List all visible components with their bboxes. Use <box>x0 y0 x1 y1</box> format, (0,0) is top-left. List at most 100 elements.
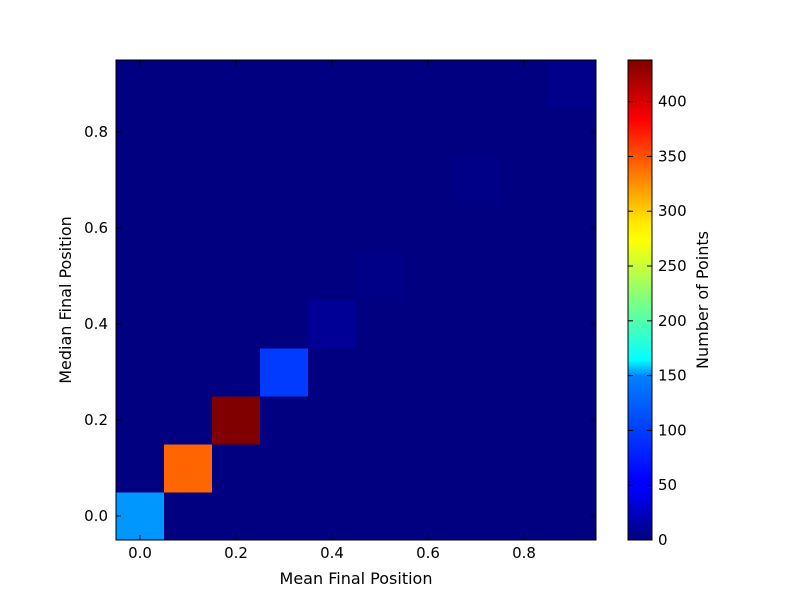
colorbar-tick-label: 400 <box>658 93 687 111</box>
heatmap-cell <box>452 204 501 253</box>
heatmap-cell <box>548 396 597 445</box>
heatmap-cell <box>548 252 597 301</box>
heatmap-cell <box>452 300 501 349</box>
heatmap-cell <box>164 396 213 445</box>
colorbar-tick-label: 200 <box>658 312 687 330</box>
x-axis-ticks: 0.0 0.2 0.4 0.6 0.8 <box>128 60 536 562</box>
colorbar-tick-label: 350 <box>658 147 687 165</box>
heatmap-cell <box>212 300 261 349</box>
heatmap-cell <box>500 492 549 541</box>
heatmap-cell <box>260 108 309 157</box>
x-tick-label: 0.4 <box>320 544 344 562</box>
heatmap-cell <box>548 156 597 205</box>
y-tick-label: 0.2 <box>84 411 108 429</box>
heatmap-cell <box>260 348 309 397</box>
heatmap-cell <box>116 156 165 205</box>
heatmap-cell <box>452 492 501 541</box>
colorbar-ticks: 0 50 100 150 200 250 300 350 400 <box>628 93 687 549</box>
heatmap-cell <box>164 108 213 157</box>
heatmap-cell <box>404 60 453 109</box>
x-tick-label: 0.2 <box>224 544 248 562</box>
heatmap-cell <box>356 60 405 109</box>
colorbar-tick-label: 250 <box>658 257 687 275</box>
heatmap-cell <box>116 252 165 301</box>
heatmap-cell <box>404 156 453 205</box>
heatmap-cell <box>164 492 213 541</box>
heatmap-cell <box>452 444 501 493</box>
heatmap-cell <box>500 60 549 109</box>
heatmap-cell <box>260 156 309 205</box>
heatmap-cell <box>404 396 453 445</box>
heatmap-cell <box>116 492 165 541</box>
heatmap-cell <box>260 492 309 541</box>
heatmap-cell <box>260 204 309 253</box>
plot-frame <box>115 59 597 541</box>
colorbar-tick-label: 150 <box>658 367 687 385</box>
heatmap-cell <box>500 252 549 301</box>
heatmap-cell <box>356 252 405 301</box>
heatmap-cell <box>164 60 213 109</box>
y-axis-label: Median Final Position <box>56 216 75 384</box>
heatmap-cell <box>308 348 357 397</box>
heatmap-cell <box>356 348 405 397</box>
colorbar <box>627 59 653 541</box>
heatmap-cell <box>548 108 597 157</box>
heatmap-cell <box>212 252 261 301</box>
heatmap-cell <box>212 396 261 445</box>
heatmap-cell <box>164 444 213 493</box>
heatmap-cell <box>164 252 213 301</box>
heatmap-cell <box>356 492 405 541</box>
heatmap-cells <box>116 60 597 541</box>
y-tick-label: 0.6 <box>84 219 108 237</box>
heatmap-cell <box>548 348 597 397</box>
colorbar-tick-label: 0 <box>658 531 668 549</box>
heatmap-cell <box>404 348 453 397</box>
x-tick-label: 0.8 <box>512 544 536 562</box>
heatmap-cell <box>500 156 549 205</box>
x-tick-label: 0.6 <box>416 544 440 562</box>
heatmap-cell <box>308 204 357 253</box>
x-tick-label: 0.0 <box>128 544 152 562</box>
colorbar-tick-label: 50 <box>658 476 677 494</box>
heatmap-cell <box>356 300 405 349</box>
heatmap-cell <box>356 156 405 205</box>
heatmap-cell <box>548 204 597 253</box>
heatmap-cell <box>212 108 261 157</box>
heatmap-cell <box>308 252 357 301</box>
heatmap-cell <box>260 300 309 349</box>
heatmap-cell <box>164 348 213 397</box>
y-axis-ticks: 0.0 0.2 0.4 0.6 0.8 <box>84 123 596 525</box>
heatmap-cell <box>308 396 357 445</box>
heatmap-cell <box>500 300 549 349</box>
heatmap-cell <box>500 348 549 397</box>
heatmap-cell <box>500 108 549 157</box>
heatmap-cell <box>116 60 165 109</box>
heatmap-cell <box>260 444 309 493</box>
heatmap-cell <box>452 348 501 397</box>
heatmap-cell <box>308 156 357 205</box>
heatmap-cell <box>164 300 213 349</box>
heatmap-cell <box>404 444 453 493</box>
heatmap-cell <box>116 348 165 397</box>
heatmap-cell <box>164 156 213 205</box>
heatmap-cell <box>548 444 597 493</box>
heatmap-cell <box>212 60 261 109</box>
heatmap-cell <box>212 204 261 253</box>
heatmap-cell <box>548 60 597 109</box>
colorbar-tick-label: 300 <box>658 202 687 220</box>
heatmap-cell <box>260 252 309 301</box>
heatmap-cell <box>500 396 549 445</box>
heatmap-cell <box>212 492 261 541</box>
colorbar-tick-label: 100 <box>658 421 687 439</box>
y-tick-label: 0.8 <box>84 123 108 141</box>
heatmap-cell <box>308 492 357 541</box>
heatmap-cell <box>116 396 165 445</box>
y-tick-label: 0.4 <box>84 315 108 333</box>
heatmap-cell <box>452 156 501 205</box>
heatmap-cell <box>500 444 549 493</box>
heatmap-cell <box>548 300 597 349</box>
heatmap-cell <box>212 348 261 397</box>
heatmap-cell <box>452 60 501 109</box>
heatmap-cell <box>452 108 501 157</box>
